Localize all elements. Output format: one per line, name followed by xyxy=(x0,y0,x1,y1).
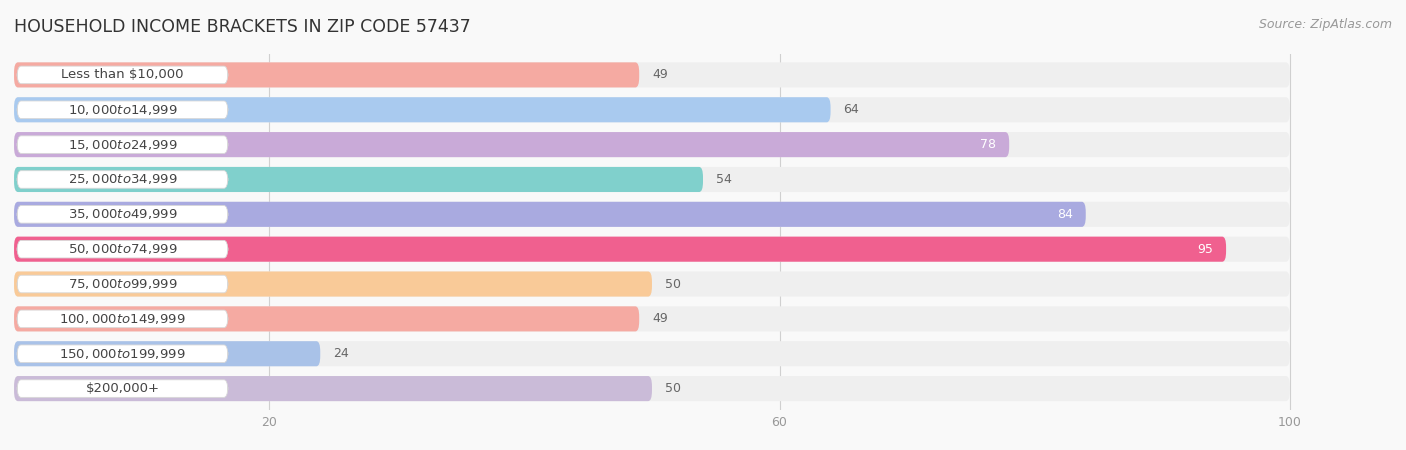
Text: $15,000 to $24,999: $15,000 to $24,999 xyxy=(67,138,177,152)
FancyBboxPatch shape xyxy=(14,167,1289,192)
FancyBboxPatch shape xyxy=(14,271,1289,297)
FancyBboxPatch shape xyxy=(14,167,703,192)
FancyBboxPatch shape xyxy=(14,132,1010,157)
Text: 95: 95 xyxy=(1198,243,1213,256)
Text: 50: 50 xyxy=(665,278,681,291)
FancyBboxPatch shape xyxy=(14,306,1289,332)
FancyBboxPatch shape xyxy=(14,237,1289,262)
FancyBboxPatch shape xyxy=(14,341,321,366)
Text: $25,000 to $34,999: $25,000 to $34,999 xyxy=(67,172,177,186)
Text: 54: 54 xyxy=(716,173,731,186)
FancyBboxPatch shape xyxy=(17,101,228,118)
FancyBboxPatch shape xyxy=(17,275,228,293)
Text: 78: 78 xyxy=(980,138,997,151)
FancyBboxPatch shape xyxy=(14,271,652,297)
FancyBboxPatch shape xyxy=(14,237,1226,262)
FancyBboxPatch shape xyxy=(17,345,228,363)
Text: 84: 84 xyxy=(1057,208,1073,221)
FancyBboxPatch shape xyxy=(14,132,1289,157)
FancyBboxPatch shape xyxy=(14,97,831,122)
Text: Less than $10,000: Less than $10,000 xyxy=(62,68,184,81)
Text: $150,000 to $199,999: $150,000 to $199,999 xyxy=(59,347,186,361)
Text: 49: 49 xyxy=(652,312,668,325)
FancyBboxPatch shape xyxy=(14,202,1085,227)
Text: 64: 64 xyxy=(844,103,859,116)
Text: Source: ZipAtlas.com: Source: ZipAtlas.com xyxy=(1258,18,1392,31)
Text: 49: 49 xyxy=(652,68,668,81)
FancyBboxPatch shape xyxy=(14,341,1289,366)
FancyBboxPatch shape xyxy=(17,310,228,328)
FancyBboxPatch shape xyxy=(14,306,640,332)
FancyBboxPatch shape xyxy=(14,63,1289,87)
FancyBboxPatch shape xyxy=(17,171,228,188)
FancyBboxPatch shape xyxy=(17,136,228,153)
FancyBboxPatch shape xyxy=(17,240,228,258)
Text: $100,000 to $149,999: $100,000 to $149,999 xyxy=(59,312,186,326)
Text: $200,000+: $200,000+ xyxy=(86,382,159,395)
FancyBboxPatch shape xyxy=(17,206,228,223)
FancyBboxPatch shape xyxy=(14,376,1289,401)
FancyBboxPatch shape xyxy=(14,97,1289,122)
Text: $50,000 to $74,999: $50,000 to $74,999 xyxy=(67,242,177,256)
Text: $35,000 to $49,999: $35,000 to $49,999 xyxy=(67,207,177,221)
FancyBboxPatch shape xyxy=(14,63,640,87)
Text: $10,000 to $14,999: $10,000 to $14,999 xyxy=(67,103,177,117)
Text: HOUSEHOLD INCOME BRACKETS IN ZIP CODE 57437: HOUSEHOLD INCOME BRACKETS IN ZIP CODE 57… xyxy=(14,18,471,36)
FancyBboxPatch shape xyxy=(17,66,228,84)
Text: 24: 24 xyxy=(333,347,349,360)
Text: $75,000 to $99,999: $75,000 to $99,999 xyxy=(67,277,177,291)
FancyBboxPatch shape xyxy=(14,376,652,401)
FancyBboxPatch shape xyxy=(14,202,1289,227)
Text: 50: 50 xyxy=(665,382,681,395)
FancyBboxPatch shape xyxy=(17,380,228,397)
